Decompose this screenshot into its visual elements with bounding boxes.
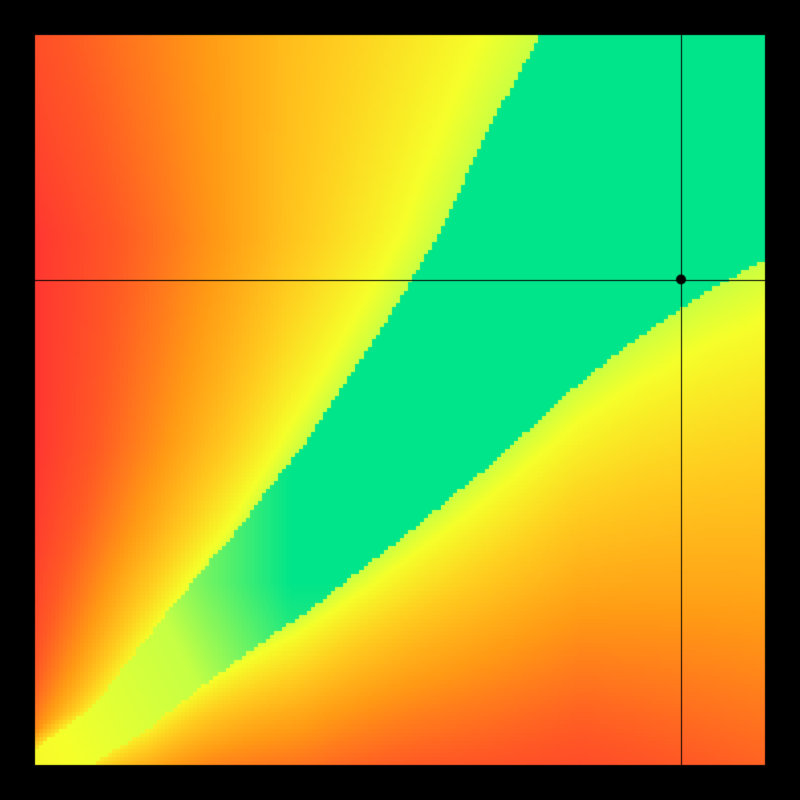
chart-container: { "watermark": { "text": "TheBottleneck.… — [0, 0, 800, 800]
bottleneck-heatmap — [0, 0, 800, 800]
